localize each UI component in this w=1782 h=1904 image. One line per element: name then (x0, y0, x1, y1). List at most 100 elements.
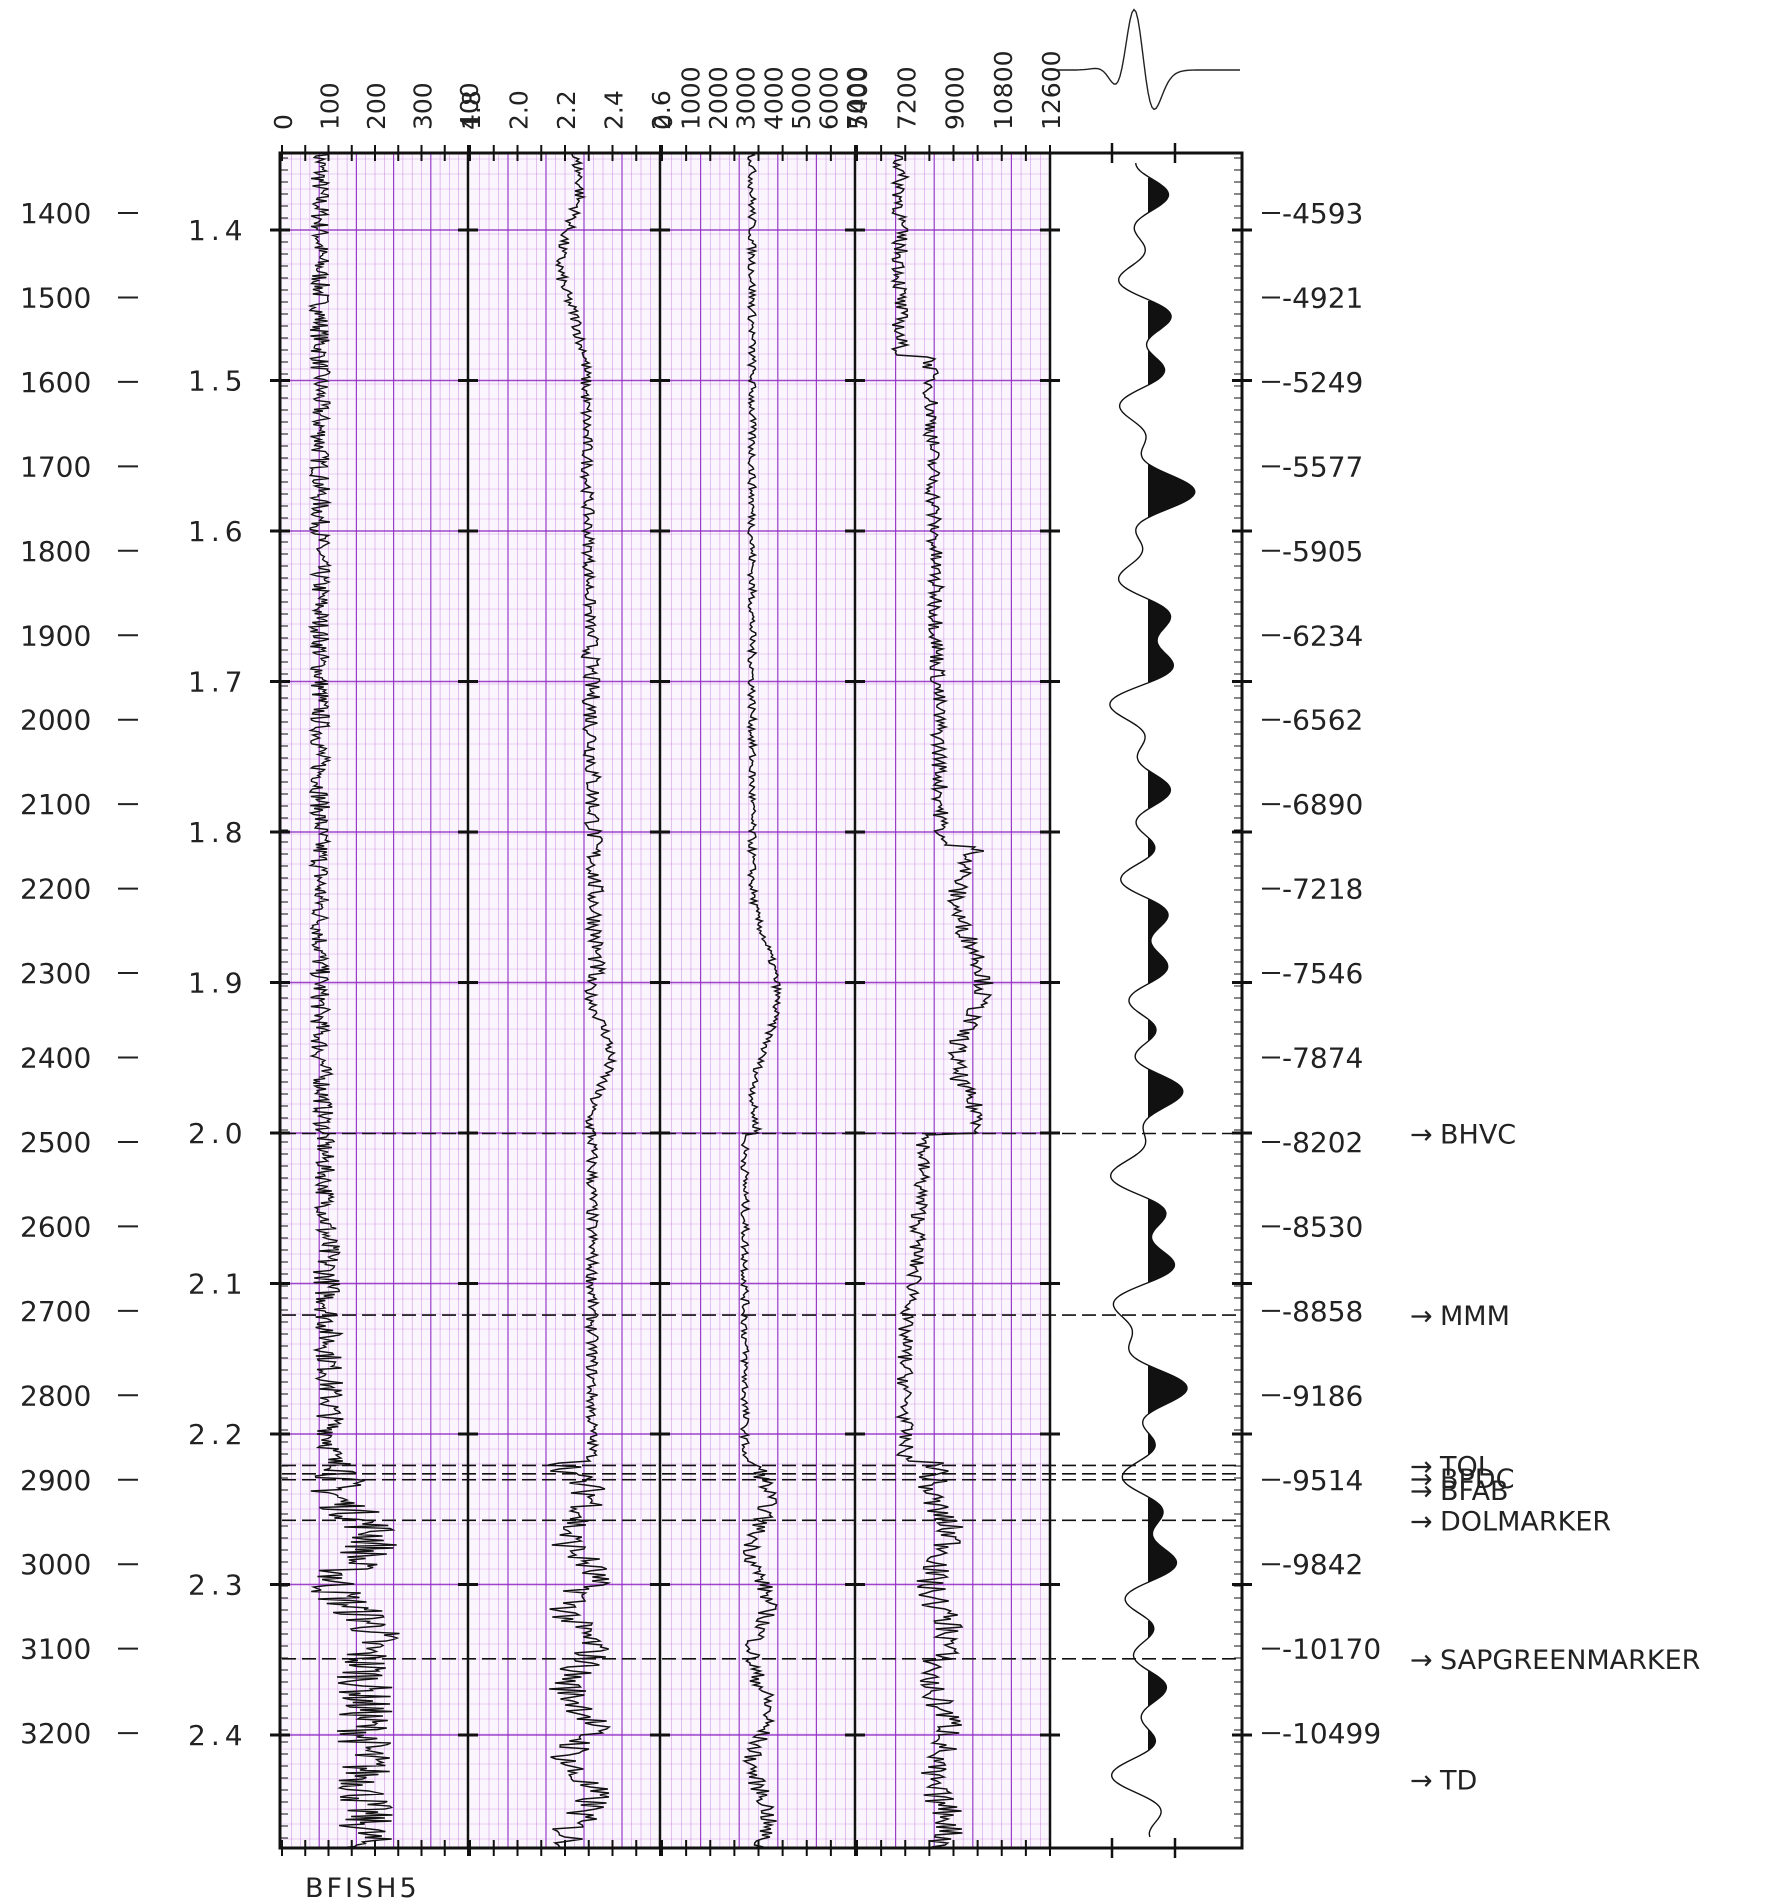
marker-arrow: → (1410, 1451, 1433, 1482)
track-scale-label: 100 (316, 82, 345, 130)
marker-label: BFAB (1440, 1476, 1509, 1507)
depth-label: 2300 (20, 957, 91, 990)
synthetic-lobe (1148, 1729, 1156, 1750)
synthetic-lobe (1148, 1498, 1177, 1582)
synthetic-lobe (1148, 178, 1169, 213)
grid-layer (282, 153, 1050, 1848)
time-label: 1.6 (188, 515, 248, 548)
track-scale-label: 200 (362, 82, 391, 130)
synthetic-lobe (1148, 838, 1155, 858)
marker-label: SAPGREENMARKER (1440, 1645, 1700, 1676)
subsea-label: -7218 (1282, 873, 1363, 906)
depth-label: 2400 (20, 1042, 91, 1075)
subsea-label: -9842 (1282, 1548, 1363, 1581)
depth-label: 1800 (20, 535, 91, 568)
subsea-label: -5577 (1282, 450, 1363, 483)
track-scale-label: 10800 (989, 50, 1018, 130)
subsea-label: -8530 (1282, 1210, 1363, 1243)
depth-label: 1500 (20, 281, 91, 314)
depth-label: 2700 (20, 1295, 91, 1328)
time-label: 1.7 (188, 666, 248, 699)
track-scale-label: 1.8 (457, 90, 486, 130)
subsea-label: -9186 (1282, 1379, 1363, 1412)
synthetic-lobe (1148, 350, 1165, 385)
track-scale-label: 0 (649, 114, 678, 130)
synthetic-lobe (1148, 1670, 1167, 1707)
label-layer: 1400150016001700180019002000210022002300… (20, 50, 1381, 1904)
trace-density (548, 152, 618, 1848)
time-label: 2.4 (188, 1719, 248, 1752)
marker-arrow: → (1410, 1476, 1433, 1507)
track-scale-label: 2.0 (505, 90, 534, 130)
track-scale-label: 2.4 (600, 90, 629, 130)
marker-label: MMM (1440, 1301, 1510, 1332)
subsea-label: -5905 (1282, 535, 1363, 568)
synthetic-lobe (1148, 599, 1174, 682)
marker-arrow: → (1410, 1506, 1433, 1537)
time-label: 1.9 (188, 967, 248, 1000)
marker-arrow: → (1410, 1120, 1433, 1151)
subsea-label: -6562 (1282, 704, 1363, 737)
marker-arrow: → (1410, 1464, 1433, 1495)
synthetic-lobe (1148, 301, 1172, 340)
marker-label: BHVC (1440, 1120, 1516, 1151)
track-scale-label: 3000 (732, 66, 761, 130)
marker-label: TOL (1439, 1451, 1493, 1482)
marker-label: BPDC (1440, 1464, 1514, 1495)
track-scale-label: 2.2 (552, 90, 581, 130)
track-scale-label: 4000 (759, 66, 788, 130)
synthetic-lobe (1148, 1019, 1156, 1041)
depth-label: 2200 (20, 873, 91, 906)
subsea-label: -10170 (1282, 1633, 1381, 1666)
subsea-label: -9514 (1282, 1464, 1363, 1497)
time-label: 2.2 (188, 1418, 248, 1451)
synthetic-lobe (1148, 1621, 1154, 1638)
depth-label: 1600 (20, 366, 91, 399)
depth-label: 2900 (20, 1464, 91, 1497)
track-scale-label: 12600 (1037, 50, 1066, 130)
depth-label: 3100 (20, 1633, 91, 1666)
trace-gamma-ray (307, 152, 400, 1849)
trace-velocity (738, 152, 783, 1848)
synthetic-lobe (1148, 1366, 1187, 1414)
subsea-label: -8858 (1282, 1295, 1363, 1328)
time-label: 2.0 (188, 1117, 248, 1150)
track-scale-label: 0 (269, 114, 298, 130)
synthetic-lobe (1148, 464, 1195, 517)
track-scale-label: 400 (455, 82, 484, 130)
marker-label: TD (1439, 1766, 1477, 1797)
depth-label: 1700 (20, 450, 91, 483)
track-bottom-label: BFISH5 (305, 1873, 420, 1904)
synthetic-lobe (1148, 899, 1168, 984)
depth-label: 1400 (20, 197, 91, 230)
subsea-label: -5249 (1282, 366, 1363, 399)
subsea-label: -7874 (1282, 1042, 1363, 1075)
depth-label: 3200 (20, 1717, 91, 1750)
subsea-label: -4921 (1282, 281, 1363, 314)
track-scale-label: 7200 (892, 66, 921, 130)
track-scale-label: 1000 (677, 66, 706, 130)
marker-label: DOLMARKER (1440, 1506, 1611, 1537)
marker-arrow: → (1410, 1301, 1433, 1332)
track-scale-label: 2.6 (647, 90, 676, 130)
trace-layer (307, 8, 1240, 1849)
plot-frame (278, 151, 1244, 1850)
frame-layer (270, 143, 1252, 1858)
track-scale-label: 2000 (704, 66, 733, 130)
depth-label: 2100 (20, 788, 91, 821)
track-scale-label: 7000 (842, 66, 871, 130)
subsea-label: -4593 (1282, 197, 1363, 230)
synthetic-lobe (1148, 1199, 1175, 1282)
subsea-label: -6234 (1282, 619, 1363, 652)
track-scale-label: 6000 (814, 66, 843, 130)
depth-label: 1900 (20, 619, 91, 652)
track-scale-label: 300 (409, 82, 438, 130)
subsea-label: -6890 (1282, 788, 1363, 821)
track-scale-label: 5000 (787, 66, 816, 130)
time-label: 1.5 (188, 365, 248, 398)
trace-impedance (890, 152, 994, 1848)
marker-arrow: → (1410, 1645, 1433, 1676)
depth-label: 2500 (20, 1126, 91, 1159)
time-label: 1.4 (188, 214, 248, 247)
subsea-label: -8202 (1282, 1126, 1363, 1159)
